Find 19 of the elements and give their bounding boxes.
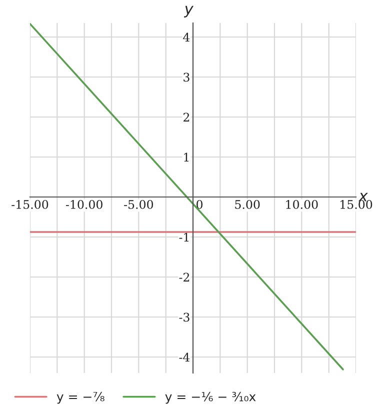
x-tick-label: 10.00 <box>286 200 318 209</box>
x-tick-label: 0 <box>196 200 203 209</box>
y-tick-label: -2 <box>179 272 190 282</box>
legend-label: y = −⅙ − ³⁄₁₀x <box>165 392 256 404</box>
y-axis-title: y <box>184 6 194 18</box>
y-tick-label: -3 <box>179 312 190 322</box>
y-tick-label: 4 <box>183 32 190 42</box>
y-tick-label: -1 <box>179 232 189 242</box>
x-tick-label: 15.00 <box>340 200 372 209</box>
legend-label: y = −⅞ <box>56 392 104 404</box>
x-tick-label: -5.00 <box>124 200 154 209</box>
y-tick-label: 1 <box>184 152 189 162</box>
x-axis-title: x <box>358 192 368 202</box>
x-tick-label: -10.00 <box>66 200 102 209</box>
y-tick-label: 2 <box>184 112 190 122</box>
x-tick-label: -15.00 <box>12 200 48 209</box>
x-tick-label: 5.00 <box>235 200 260 209</box>
y-tick-label: 3 <box>184 72 190 82</box>
y-tick-label: -4 <box>179 352 190 362</box>
